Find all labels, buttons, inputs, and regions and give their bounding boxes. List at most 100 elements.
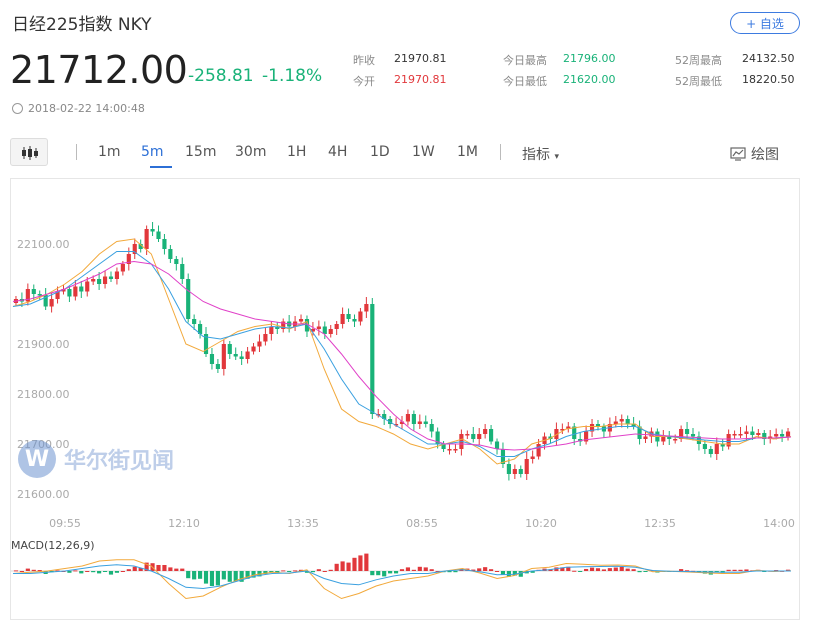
candle-body <box>726 434 731 447</box>
draw-chart-icon <box>730 147 746 161</box>
macd-histogram-bar <box>19 571 24 572</box>
candle-body <box>162 239 167 249</box>
day-low-value: 21620.00 <box>563 73 616 86</box>
candle-body <box>690 434 696 437</box>
macd-histogram-bar <box>287 571 292 572</box>
candle-body <box>346 314 351 319</box>
candle-body <box>31 289 36 294</box>
macd-histogram-bar <box>637 571 642 573</box>
day-high-label: 今日最高 <box>503 54 547 67</box>
chart-area[interactable]: 22100.0021900.0021800.0021700.0021600.00… <box>10 178 800 620</box>
draw-button[interactable]: 绘图 <box>730 144 779 164</box>
price-change: -258.81 <box>188 66 254 86</box>
macd-histogram-bar <box>85 571 90 572</box>
interval-1mo[interactable]: 1M <box>457 144 478 160</box>
interval-1w[interactable]: 1W <box>412 144 435 160</box>
candle-body <box>518 469 523 474</box>
w52-low-label: 52周最低 <box>675 75 722 88</box>
macd-histogram-bar <box>251 571 256 578</box>
candle-body <box>393 424 399 426</box>
candle-body <box>97 279 102 284</box>
toolbar-separator <box>76 144 77 160</box>
macd-histogram-bar <box>393 571 399 574</box>
macd-histogram-bar <box>310 571 315 573</box>
candle-body <box>560 429 565 431</box>
macd-histogram-bar <box>25 568 30 571</box>
candle-body <box>673 439 678 441</box>
macd-histogram-bar <box>679 569 684 571</box>
macd-histogram-bar <box>619 566 624 571</box>
y-tick-label: 22100.00 <box>17 238 70 251</box>
candle-body <box>150 229 155 232</box>
interval-1m[interactable]: 1m <box>98 144 121 160</box>
macd-histogram-bar <box>589 567 595 571</box>
candle-body <box>785 431 791 437</box>
candle-body <box>589 424 595 432</box>
interval-15m[interactable]: 15m <box>185 144 217 160</box>
candle-body <box>263 334 268 342</box>
macd-line <box>12 559 792 600</box>
macd-histogram-bar <box>233 571 238 582</box>
candle-body <box>215 364 220 369</box>
macd-histogram-bar <box>334 563 339 571</box>
interval-4h[interactable]: 4H <box>328 144 348 160</box>
macd-histogram-bar <box>376 571 381 576</box>
macd-histogram-bar <box>370 571 375 576</box>
candle-body <box>61 289 66 292</box>
macd-histogram-bar <box>304 571 310 573</box>
x-tick-label: 14:00 <box>763 517 795 530</box>
macd-histogram-bar <box>578 571 583 572</box>
interval-30m[interactable]: 30m <box>235 144 267 160</box>
candle-body <box>310 329 315 332</box>
macd-histogram-bar <box>489 569 494 571</box>
candlestick-chart[interactable]: 22100.0021900.0021800.0021700.0021600.00… <box>11 179 799 619</box>
interval-5m[interactable]: 5m <box>141 144 164 160</box>
macd-histogram-bar <box>197 571 203 579</box>
interval-1h[interactable]: 1H <box>287 144 307 160</box>
macd-histogram-bar <box>684 570 690 572</box>
price-change-percent: -1.18% <box>262 66 323 86</box>
indicators-dropdown[interactable]: 指标 ▾ <box>522 144 559 164</box>
candle-body <box>423 421 428 424</box>
chart-type-button[interactable] <box>10 138 48 166</box>
candle-body <box>411 414 416 424</box>
candle-body <box>328 329 333 334</box>
candle-body <box>631 424 636 427</box>
candle-body <box>209 354 215 364</box>
macd-histogram-bar <box>477 568 482 571</box>
candle-body <box>679 429 684 439</box>
macd-histogram-bar <box>168 567 173 571</box>
active-interval-underline <box>150 166 172 168</box>
candle-body <box>126 254 131 264</box>
candle-body <box>566 426 571 429</box>
candle-body <box>554 429 559 439</box>
macd-histogram-bar <box>388 571 393 574</box>
macd-histogram-bar <box>162 565 167 571</box>
macd-histogram-bar <box>91 571 96 573</box>
timestamp-text: 2018-02-22 14:00:48 <box>28 102 145 115</box>
macd-histogram-bar <box>584 568 589 571</box>
candle-body <box>186 279 191 319</box>
macd-histogram-bar <box>512 571 517 576</box>
macd-histogram-bar <box>643 571 648 572</box>
candle-body <box>37 294 42 296</box>
interval-1d[interactable]: 1D <box>370 144 390 160</box>
candle-body <box>334 324 339 329</box>
candle-body <box>572 426 577 439</box>
candle-body <box>304 319 310 332</box>
w52-low-value: 18220.50 <box>742 73 795 86</box>
macd-histogram-bar <box>405 567 411 571</box>
macd-histogram-bar <box>37 570 42 572</box>
macd-histogram-bar <box>607 568 612 571</box>
macd-histogram-bar <box>352 557 357 571</box>
macd-histogram-bar <box>530 571 535 573</box>
macd-histogram-bar <box>227 571 232 582</box>
macd-histogram-bar <box>566 566 571 571</box>
candle-body <box>417 421 422 424</box>
add-to-watchlist-button[interactable]: + 自选 <box>730 12 800 34</box>
candle-body <box>738 434 743 436</box>
candle-body <box>388 419 393 424</box>
clock-icon <box>12 103 23 114</box>
candle-body <box>649 431 654 437</box>
macd-histogram-bar <box>108 571 114 575</box>
